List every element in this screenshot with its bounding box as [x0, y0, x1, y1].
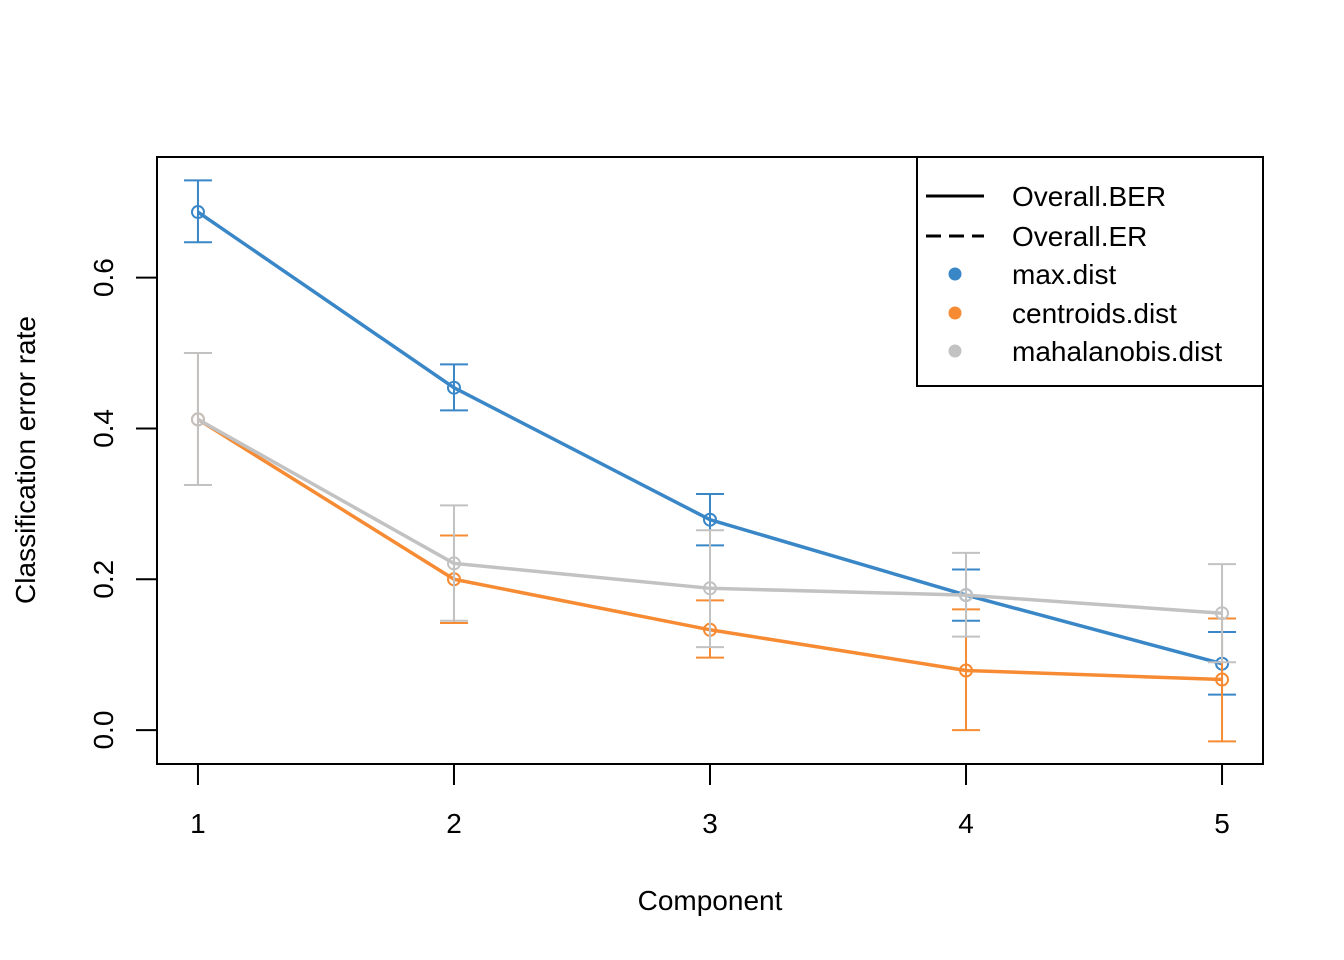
data-point: [190, 412, 205, 427]
data-point: [446, 380, 461, 395]
legend-label-max-dist: max.dist: [1012, 259, 1116, 290]
legend-label-centroids-dist: centroids.dist: [1012, 298, 1177, 329]
data-point: [959, 588, 974, 603]
legend: Overall.BER Overall.ER max.dist centroid…: [916, 156, 1264, 387]
x-tick-label: 3: [702, 808, 718, 839]
y-tick-label: 0.2: [88, 560, 119, 599]
y-tick-label: 0.0: [88, 711, 119, 750]
y-tick-label: 0.4: [88, 409, 119, 448]
x-tick-label: 4: [958, 808, 974, 839]
x-tick-label: 2: [446, 808, 462, 839]
data-point: [959, 663, 974, 678]
legend-max-dist-dot-icon: [948, 267, 962, 281]
data-point: [446, 556, 461, 571]
data-point: [703, 581, 717, 596]
y-tick-label: 0.6: [88, 258, 119, 297]
y-axis-label: Classification error rate: [10, 316, 41, 604]
x-tick-label: 1: [190, 808, 206, 839]
x-tick-label: 5: [1214, 808, 1230, 839]
series-line: [196, 210, 1223, 666]
data-point: [1215, 606, 1230, 621]
axes: 1 2 3 4 5 0.0 0.2 0.4 0.6: [88, 258, 1230, 839]
legend-label-overall-ber: Overall.BER: [1012, 181, 1166, 212]
series-mahalanobis-dist: [183, 352, 1237, 664]
x-axis-label: Component: [638, 885, 783, 916]
data-point: [703, 512, 717, 527]
legend-label-mahalanobis-dist: mahalanobis.dist: [1012, 336, 1222, 367]
legend-label-overall-er: Overall.ER: [1012, 221, 1147, 252]
data-point: [190, 205, 205, 220]
legend-mahalanobis-dist-dot-icon: [948, 344, 962, 358]
plot-area: [183, 179, 1237, 743]
series-line: [197, 417, 1223, 615]
data-point: [1215, 672, 1230, 687]
legend-centroids-dist-dot-icon: [948, 306, 962, 320]
